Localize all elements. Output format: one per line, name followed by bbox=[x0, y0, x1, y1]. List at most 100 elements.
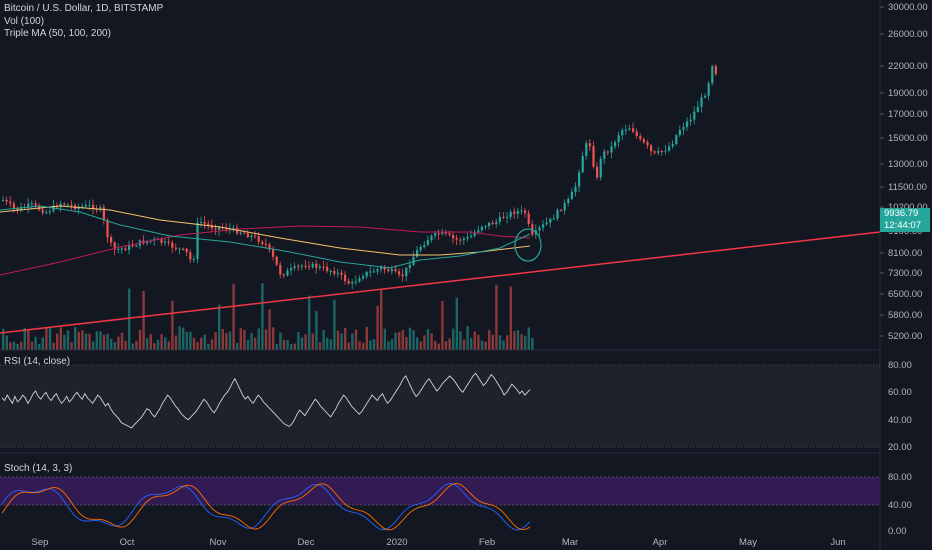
volume-bar bbox=[329, 339, 332, 350]
ma-legend[interactable]: Triple MA (50, 100, 200) bbox=[4, 28, 111, 39]
volume-bar bbox=[286, 340, 289, 350]
candle-body bbox=[686, 121, 689, 128]
candle-body bbox=[369, 271, 372, 273]
candle-body bbox=[351, 282, 354, 284]
candle-body bbox=[207, 223, 210, 226]
candle-body bbox=[405, 267, 408, 277]
volume-bar bbox=[430, 333, 433, 350]
candle-body bbox=[92, 204, 95, 210]
rsi-axis: 80.00 60.00 40.00 20.00 bbox=[888, 360, 912, 453]
time-axis[interactable]: Sep Oct Nov Dec 2020 Feb Mar Apr May Jun bbox=[32, 537, 846, 548]
price-axis-label: 22000.00 bbox=[888, 61, 928, 72]
volume-bar bbox=[9, 342, 12, 350]
volume-bar bbox=[293, 343, 296, 350]
symbol-legend[interactable]: Bitcoin / U.S. Dollar, 1D, BITSTAMP bbox=[4, 3, 164, 14]
volume-bar bbox=[531, 337, 534, 350]
time-axis-label: Apr bbox=[653, 537, 668, 548]
volume-bar bbox=[214, 332, 217, 350]
volume-bar bbox=[462, 339, 466, 350]
candle-body bbox=[70, 204, 73, 206]
volume-bar bbox=[203, 334, 206, 350]
volume-bar bbox=[110, 338, 113, 350]
candle-body bbox=[617, 135, 620, 143]
candle-body bbox=[466, 237, 469, 239]
rsi-pane[interactable] bbox=[0, 364, 880, 448]
stoch-legend[interactable]: Stoch (14, 3, 3) bbox=[4, 463, 73, 474]
volume-bar bbox=[376, 305, 379, 350]
volume-bar bbox=[59, 327, 62, 350]
volume-bar bbox=[153, 343, 156, 350]
price-axis-label: 13000.00 bbox=[888, 159, 928, 170]
volume-bar bbox=[200, 337, 203, 350]
candle-body bbox=[473, 232, 476, 236]
volume-bar bbox=[390, 339, 394, 350]
volume-bar bbox=[84, 333, 88, 350]
volume-bar bbox=[113, 342, 116, 350]
candle-body bbox=[581, 156, 584, 173]
candle-body bbox=[570, 191, 573, 199]
volume-bar bbox=[362, 342, 365, 350]
volume-bar bbox=[527, 327, 530, 350]
candle-body bbox=[344, 274, 347, 282]
candle-body bbox=[689, 119, 692, 122]
ma100-line bbox=[0, 205, 531, 256]
volume-bar bbox=[473, 331, 476, 350]
candle-body bbox=[495, 221, 498, 225]
volume-bar bbox=[282, 339, 286, 350]
volume-bar bbox=[419, 341, 422, 350]
volume-bar bbox=[520, 334, 523, 350]
volume-bar bbox=[102, 334, 106, 350]
candle-body bbox=[408, 264, 411, 268]
candle-body bbox=[225, 228, 228, 230]
ma200-line bbox=[0, 225, 531, 276]
candle-body bbox=[340, 272, 343, 275]
candle-body bbox=[567, 198, 570, 204]
volume-bar bbox=[336, 330, 340, 350]
candle-body bbox=[372, 271, 375, 273]
candle-body bbox=[171, 242, 174, 248]
volume-bar bbox=[81, 330, 84, 350]
candle-body bbox=[326, 266, 329, 272]
volume-bar bbox=[2, 328, 5, 350]
rsi-legend[interactable]: RSI (14, close) bbox=[4, 356, 71, 367]
volume-bar bbox=[380, 289, 383, 350]
price-axis-label: 30000.00 bbox=[888, 2, 928, 13]
candle-body bbox=[66, 204, 69, 206]
candle-body bbox=[365, 272, 368, 277]
candle-body bbox=[452, 234, 455, 239]
candle-body bbox=[293, 266, 296, 269]
volume-legend[interactable]: Vol (100) bbox=[4, 16, 45, 27]
candle-body bbox=[160, 238, 163, 243]
candle-body bbox=[603, 151, 606, 159]
candle-body bbox=[329, 270, 332, 272]
volume-bar bbox=[56, 333, 59, 350]
candle-body bbox=[426, 240, 429, 246]
volume-bar bbox=[164, 337, 167, 350]
price-pane[interactable] bbox=[0, 64, 881, 350]
candle-body bbox=[390, 269, 393, 272]
volume-bar bbox=[354, 329, 358, 350]
stoch-pane[interactable] bbox=[0, 476, 880, 531]
candle-body bbox=[498, 216, 501, 222]
candle-body bbox=[110, 237, 113, 243]
candle-body bbox=[84, 205, 87, 207]
candle-body bbox=[621, 129, 624, 136]
volume-bar bbox=[167, 341, 170, 350]
price-axis-label: 19000.00 bbox=[888, 88, 928, 99]
volume-bar bbox=[254, 337, 257, 350]
candle-body bbox=[437, 233, 440, 235]
candle-body bbox=[592, 146, 595, 167]
candle-body bbox=[290, 268, 293, 271]
volume-bar bbox=[304, 334, 307, 350]
volume-bar bbox=[466, 326, 469, 350]
candle-body bbox=[9, 201, 12, 204]
candle-body bbox=[131, 245, 134, 247]
time-axis-label: Feb bbox=[479, 537, 495, 548]
candle-body bbox=[192, 259, 195, 261]
volume-bar bbox=[20, 341, 23, 350]
volume-bar bbox=[495, 284, 498, 350]
candle-body bbox=[38, 205, 41, 210]
candle-body bbox=[653, 151, 656, 153]
volume-bar bbox=[52, 342, 55, 350]
